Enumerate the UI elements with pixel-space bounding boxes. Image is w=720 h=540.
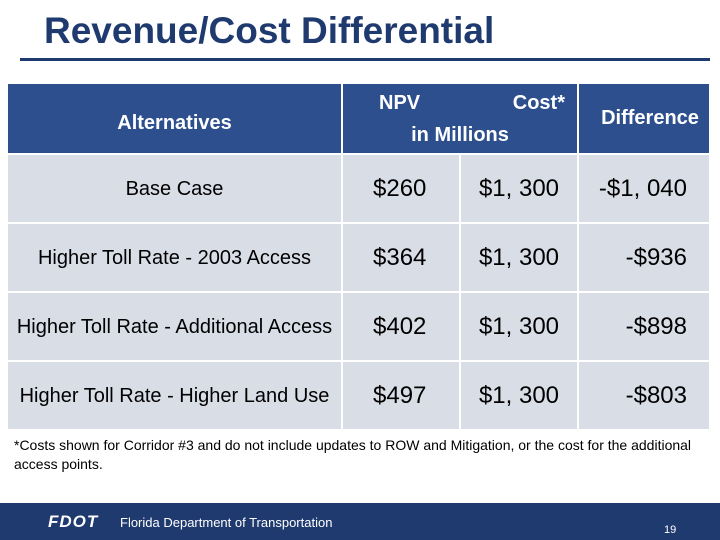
organization-name: Florida Department of Transportation — [120, 515, 333, 530]
revenue-cost-table: Alternatives NPV Cost* in Millions Diffe… — [8, 84, 711, 431]
cell-difference: -$1, 040 — [578, 154, 711, 224]
cell-npv: $364 — [342, 223, 461, 293]
footer-bar — [0, 503, 720, 540]
cell-alternative: Higher Toll Rate - 2003 Access — [8, 223, 343, 293]
table-row: Higher Toll Rate - 2003 Access $364 $1, … — [8, 223, 711, 293]
cell-difference: -$898 — [578, 292, 711, 362]
cell-npv: $260 — [342, 154, 461, 224]
page-number: 19 — [664, 524, 677, 536]
cell-cost: $1, 300 — [460, 154, 579, 224]
header-cost: Cost* — [512, 92, 565, 114]
cell-difference: -$936 — [578, 223, 711, 293]
cell-npv: $497 — [342, 361, 461, 431]
header-npv-cost: NPV Cost* in Millions — [342, 84, 579, 155]
cell-npv: $402 — [342, 292, 461, 362]
title-underline — [20, 58, 710, 61]
cell-alternative: Higher Toll Rate - Higher Land Use — [8, 361, 343, 431]
cell-cost: $1, 300 — [460, 292, 579, 362]
table-row: Base Case $260 $1, 300 -$1, 040 — [8, 154, 711, 224]
header-difference: Difference — [578, 84, 711, 155]
table-row: Higher Toll Rate - Higher Land Use $497 … — [8, 361, 711, 431]
cell-cost: $1, 300 — [460, 361, 579, 431]
table-header-row: Alternatives NPV Cost* in Millions Diffe… — [8, 84, 711, 155]
cell-alternative: Base Case — [8, 154, 343, 224]
fdot-logo: FDOT — [48, 512, 99, 531]
header-npv: NPV — [379, 92, 421, 114]
cost-footnote: *Costs shown for Corridor #3 and do not … — [14, 437, 692, 472]
slide-title: Revenue/Cost Differential — [44, 10, 495, 51]
header-alternatives: Alternatives — [8, 84, 343, 155]
cell-cost: $1, 300 — [460, 223, 579, 293]
header-units: in Millions — [411, 124, 509, 146]
cell-alternative: Higher Toll Rate - Additional Access — [8, 292, 343, 362]
table-row: Higher Toll Rate - Additional Access $40… — [8, 292, 711, 362]
cell-difference: -$803 — [578, 361, 711, 431]
